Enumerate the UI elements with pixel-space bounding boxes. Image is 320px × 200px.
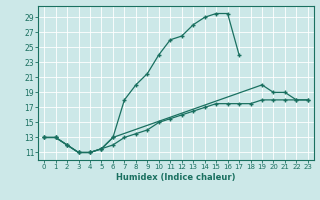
X-axis label: Humidex (Indice chaleur): Humidex (Indice chaleur) — [116, 173, 236, 182]
